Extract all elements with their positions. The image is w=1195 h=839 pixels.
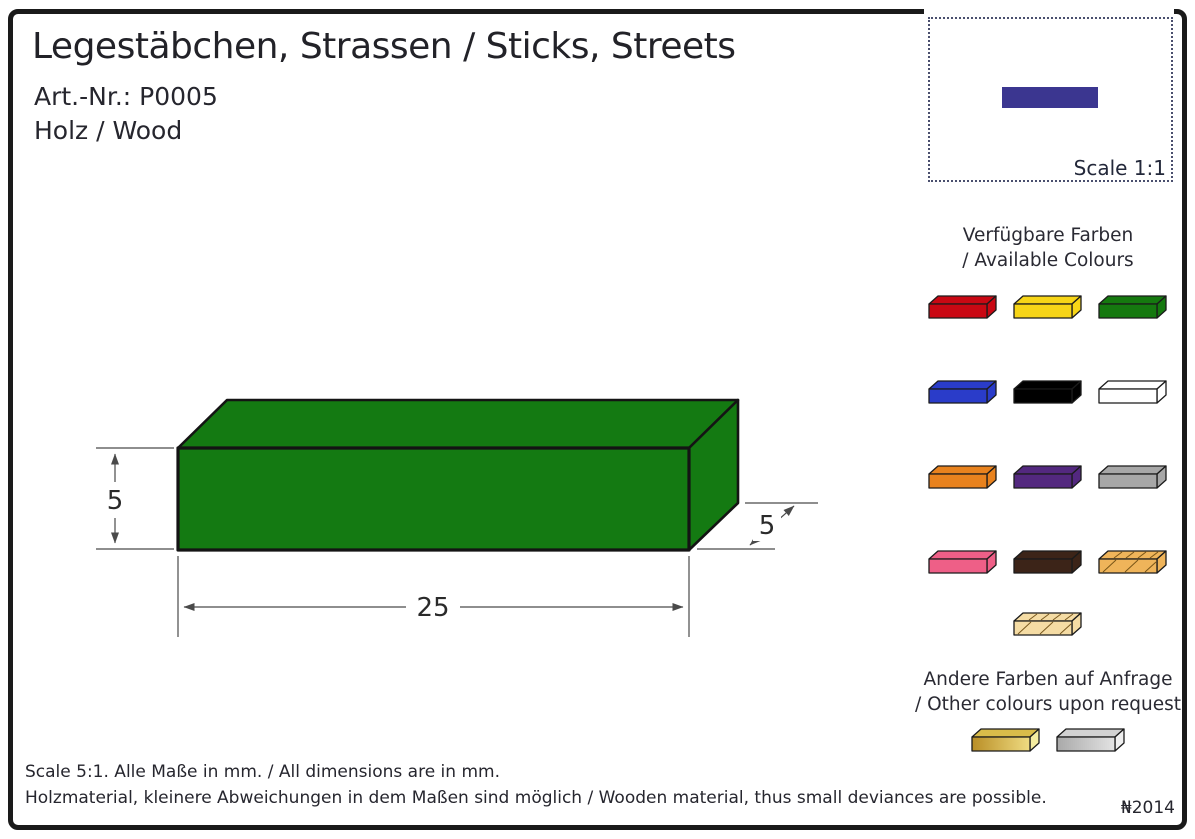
other-colours-swatches <box>928 728 1167 756</box>
available-colours-heading-de: Verfügbare Farben <box>962 225 1134 246</box>
footer-note-material: Holzmaterial, kleinere Abweichungen in d… <box>25 788 1047 808</box>
other-colours-heading-en: / Other colours upon request <box>914 693 1182 715</box>
depth-label-bg <box>753 509 781 541</box>
swatch-white <box>1098 380 1167 404</box>
article-number: Art.-Nr.: P0005 <box>34 82 218 111</box>
wood-grain-lines <box>1017 613 1074 635</box>
swatch-orange <box>928 465 997 489</box>
height-label-bg <box>103 482 127 518</box>
available-colours-swatches <box>928 295 1167 640</box>
reference-mark: ₦2014 <box>1120 798 1175 818</box>
swatch-blue <box>928 380 997 404</box>
depth-dimension-label: 5 <box>759 511 776 541</box>
swatch-green <box>1098 295 1167 319</box>
available-colours-heading: Verfügbare Farben / Available Colours <box>908 224 1188 273</box>
swatch-yellow <box>1013 295 1082 319</box>
swatch-row <box>928 728 1167 752</box>
swatch-row <box>928 465 1167 489</box>
footer-note-scale: Scale 5:1. Alle Maße in mm. / All dimens… <box>25 762 500 782</box>
height-dimension-label: 5 <box>107 486 124 516</box>
swatch-grey <box>1098 465 1167 489</box>
swatch-gold <box>970 728 1040 752</box>
swatch-red <box>928 295 997 319</box>
swatch-silver <box>1055 728 1125 752</box>
wood-grain-lines <box>1102 551 1159 573</box>
scale-sample-stick <box>1002 87 1098 108</box>
stick-drawing: 5 25 5 <box>96 398 818 637</box>
swatch-pink <box>928 550 997 574</box>
sheet-border <box>8 9 1187 830</box>
swatch-wood-dark <box>1098 550 1167 574</box>
material-label: Holz / Wood <box>34 116 183 145</box>
swatch-row <box>928 612 1167 636</box>
scale-box: Scale 1:1 <box>928 17 1173 182</box>
swatch-purple <box>1013 465 1082 489</box>
swatch-row <box>928 380 1167 404</box>
other-colours-heading-de: Andere Farben auf Anfrage <box>923 669 1173 690</box>
length-dimension-label: 25 <box>416 593 449 623</box>
swatch-wood-natural <box>1013 612 1082 636</box>
stick-top-face <box>176 398 740 450</box>
scale-label: Scale 1:1 <box>1073 156 1166 180</box>
length-label-bg <box>406 591 460 623</box>
other-colours-heading: Andere Farben auf Anfrage / Other colour… <box>908 668 1188 717</box>
swatch-black <box>1013 380 1082 404</box>
available-colours-heading-en: / Available Colours <box>962 249 1134 271</box>
swatch-row <box>928 550 1167 574</box>
extension-lines <box>96 447 818 637</box>
page-title: Legestäbchen, Strassen / Sticks, Streets <box>32 26 736 67</box>
swatch-row <box>928 295 1167 319</box>
swatch-dark-brown <box>1013 550 1082 574</box>
stick-front-face <box>176 446 691 552</box>
